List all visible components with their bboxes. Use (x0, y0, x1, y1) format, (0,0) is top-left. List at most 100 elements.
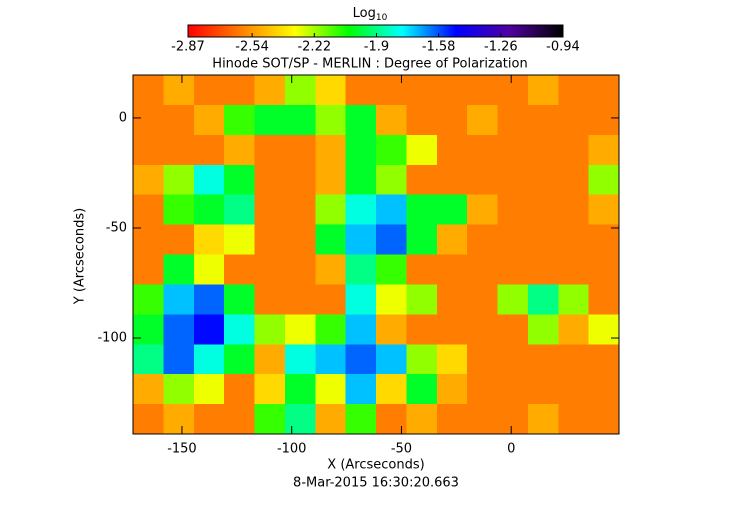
heatmap-cell (467, 104, 498, 136)
heatmap-cell (284, 224, 316, 255)
heatmap-cell (133, 164, 164, 196)
heatmap-cell (224, 134, 255, 166)
heatmap-cell (467, 75, 498, 106)
heatmap-cell (558, 75, 590, 106)
heatmap-cell (193, 104, 225, 136)
heatmap-cell (376, 404, 407, 435)
heatmap-cell (467, 164, 498, 196)
heatmap-cell (193, 284, 225, 315)
heatmap-cell (467, 344, 498, 375)
heatmap-cell (436, 404, 468, 435)
heatmap-cell (315, 75, 347, 106)
heatmap-cell (163, 194, 195, 226)
heatmap-cell (376, 284, 407, 315)
heatmap-cell (193, 224, 225, 255)
heatmap-cell (345, 344, 377, 375)
heatmap-cell (345, 314, 377, 345)
heatmap-cell (193, 344, 225, 375)
heatmap-cell (406, 314, 438, 345)
heatmap-cell (467, 374, 498, 405)
heatmap-cell (406, 134, 438, 166)
heatmap-cell (193, 164, 225, 196)
heatmap-cell (163, 164, 195, 196)
heatmap-cell (163, 134, 195, 166)
colorbar-tick-label: -2.22 (297, 40, 331, 55)
heatmap-cell (436, 134, 468, 166)
heatmap-cell (376, 134, 407, 166)
heatmap-cell (284, 164, 316, 196)
heatmap-cell (497, 75, 529, 106)
heatmap-cell (254, 284, 286, 315)
heatmap-cell (497, 104, 529, 136)
colorbar (187, 24, 564, 38)
heatmap-cell (224, 164, 255, 196)
heatmap-cell (376, 344, 407, 375)
heatmap-cell (224, 314, 255, 345)
heatmap-cell (497, 224, 529, 255)
colorbar-tick-label: -1.58 (422, 40, 456, 55)
heatmap-cell (284, 104, 316, 136)
y-tick-label: -50 (106, 220, 127, 235)
heatmap-cell (527, 344, 559, 375)
heatmap-cell (467, 314, 498, 345)
heatmap-cell (315, 164, 347, 196)
x-tick-label: -150 (167, 442, 197, 457)
heatmap-cell (406, 75, 438, 106)
heatmap-cell (284, 404, 316, 435)
heatmap-cell (345, 254, 377, 285)
heatmap-cell (588, 104, 620, 136)
heatmap-cell (284, 374, 316, 405)
heatmap-cell (497, 284, 529, 315)
heatmap-cell (284, 344, 316, 375)
heatmap-cell (163, 104, 195, 136)
heatmap-cell (376, 104, 407, 136)
heatmap-cell (497, 164, 529, 196)
heatmap-cell (436, 164, 468, 196)
heatmap-cell (497, 254, 529, 285)
heatmap-cell (558, 254, 590, 285)
heatmap-cell (163, 344, 195, 375)
heatmap (133, 75, 620, 435)
heatmap-cell (193, 254, 225, 285)
heatmap-cell (284, 284, 316, 315)
heatmap-cell (527, 164, 559, 196)
heatmap-cell (345, 134, 377, 166)
heatmap-cell (315, 284, 347, 315)
heatmap-cell (588, 194, 620, 226)
heatmap-cell (254, 344, 286, 375)
heatmap-cell (163, 404, 195, 435)
heatmap-cell (527, 134, 559, 166)
heatmap-cell (406, 404, 438, 435)
colorbar-tick-label: -2.87 (171, 40, 205, 55)
heatmap-cell (436, 314, 468, 345)
heatmap-cell (254, 164, 286, 196)
heatmap-cell (558, 134, 590, 166)
plot-frame (132, 74, 620, 435)
heatmap-cell (527, 75, 559, 106)
heatmap-cell (224, 374, 255, 405)
heatmap-cell (254, 194, 286, 226)
colorbar-label: Log10 (353, 6, 388, 23)
heatmap-cell (163, 224, 195, 255)
heatmap-cell (497, 404, 529, 435)
heatmap-cell (558, 194, 590, 226)
heatmap-cell (467, 194, 498, 226)
x-axis-label: X (Arcseconds) (327, 458, 424, 473)
heatmap-cell (163, 254, 195, 285)
heatmap-cell (315, 104, 347, 136)
heatmap-cell (497, 134, 529, 166)
heatmap-cell (254, 224, 286, 255)
heatmap-cell (588, 374, 620, 405)
heatmap-cell (193, 75, 225, 106)
heatmap-cell (224, 194, 255, 226)
heatmap-cell (224, 284, 255, 315)
heatmap-cell (254, 314, 286, 345)
heatmap-cell (527, 404, 559, 435)
colorbar-tick-label: -1.26 (484, 40, 518, 55)
heatmap-cell (436, 104, 468, 136)
heatmap-cell (588, 404, 620, 435)
heatmap-cell (527, 254, 559, 285)
heatmap-cell (284, 314, 316, 345)
heatmap-cell (315, 374, 347, 405)
